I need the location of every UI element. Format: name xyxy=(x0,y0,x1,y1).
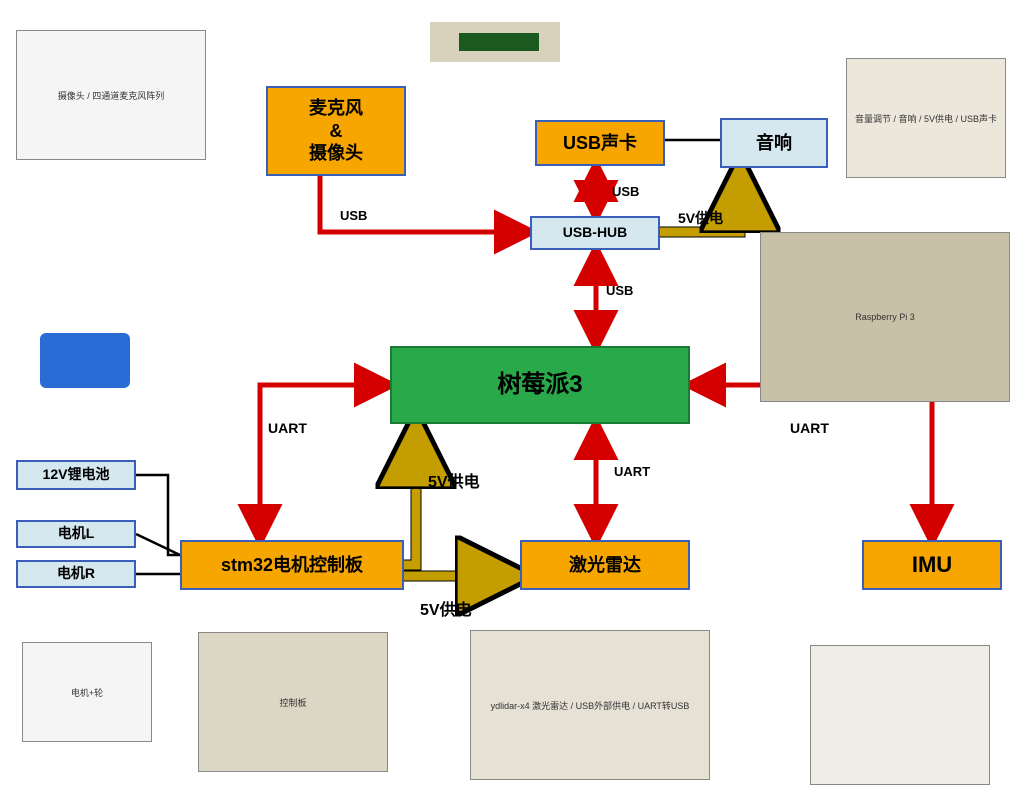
label-uart1: UART xyxy=(268,420,307,436)
photo-usbcard: ← USB声卡 xyxy=(430,22,560,62)
label-usb3: USB xyxy=(606,283,633,298)
node-imu: IMU xyxy=(862,540,1002,590)
photo-stm_img: 控制板 xyxy=(198,632,388,772)
node-rpi: 树莓派3 xyxy=(390,346,690,424)
node-lidar: 激光雷达 xyxy=(520,540,690,590)
label-pwr5v2: 5V供电 xyxy=(428,468,480,492)
photo-spk: 音量调节 / 音响 / 5V供电 / USB声卡 xyxy=(846,58,1006,178)
label-pwr5v3: 5V供电 xyxy=(420,596,472,620)
node-speaker: 音响 xyxy=(720,118,828,168)
node-motorR: 电机R xyxy=(16,560,136,588)
node-usb_hub: USB-HUB xyxy=(530,216,660,250)
photo-lidar_img: ydlidar-x4 激光雷达 / USB外部供电 / UART转USB xyxy=(470,630,710,780)
label-uart2: UART xyxy=(614,464,650,479)
label-usb2: USB xyxy=(612,184,639,199)
label-pwr5v1: 5V供电 xyxy=(678,208,723,228)
photo-rpi_img: Raspberry Pi 3 xyxy=(760,232,1010,402)
photo-wheel: 电机+轮 xyxy=(22,642,152,742)
node-stm32: stm32电机控制板 xyxy=(180,540,404,590)
photo-cam: 摄像头 / 四通道麦克风阵列 xyxy=(16,30,206,160)
node-motorL: 电机L xyxy=(16,520,136,548)
label-uart3: UART xyxy=(790,420,829,436)
photo-imu_img: MPU9250 模块 xyxy=(810,645,990,785)
node-mic_cam: 麦克风 & 摄像头 xyxy=(266,86,406,176)
node-battery: 12V锂电池 xyxy=(16,460,136,490)
node-usb_sound: USB声卡 xyxy=(535,120,665,166)
label-usb1: USB xyxy=(340,208,367,223)
photo-batt xyxy=(16,310,146,410)
